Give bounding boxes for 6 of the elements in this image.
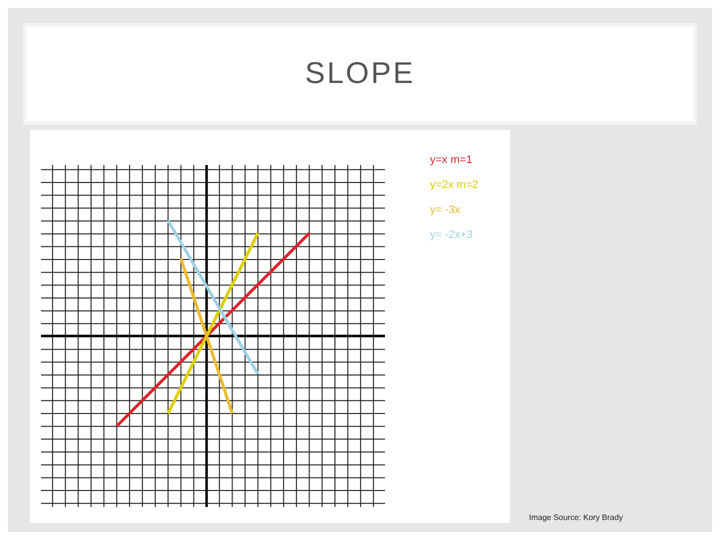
- text: y=2x m=2: [430, 178, 478, 193]
- chart-title: SLOPE: [27, 27, 693, 121]
- text: y=x m=1: [430, 153, 474, 168]
- text: Image Source: Kory Brady: [529, 513, 623, 522]
- text: y= -2x+3: [430, 228, 474, 243]
- text: y= -3x: [430, 203, 462, 218]
